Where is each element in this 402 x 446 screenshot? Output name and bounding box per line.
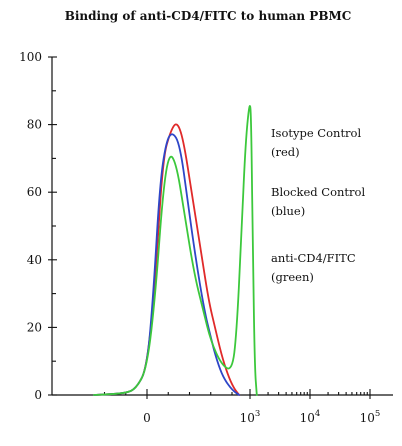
legend-item-blocked-line2: (blue): [271, 204, 305, 218]
chart-title: Binding of anti-CD4/FITC to human PBMC: [65, 9, 352, 23]
x-tick-label-exp-100000: 5: [375, 409, 380, 419]
legend-item-isotype-line1: Isotype Control: [271, 126, 361, 140]
legend-item-blocked-line1: Blocked Control: [271, 185, 365, 199]
x-tick-label-exp-10000: 4: [315, 409, 320, 419]
x-tick-label-10000: 104: [300, 409, 321, 425]
y-tick-label-0: 0: [34, 388, 42, 402]
series-line-2: [93, 105, 258, 396]
legend-item-cd4-line1: anti-CD4/FITC: [271, 251, 356, 265]
y-tick-label-40: 40: [27, 253, 42, 267]
y-tick-label-20: 20: [27, 320, 42, 334]
x-tick-label-base-0: 0: [143, 411, 151, 425]
y-tick-label-80: 80: [27, 118, 42, 132]
x-tick-label-base-1000: 10: [240, 411, 255, 425]
y-tick-label-100: 100: [19, 50, 42, 64]
x-tick-label-base-100000: 10: [360, 411, 375, 425]
x-tick-label-1000: 103: [240, 409, 261, 425]
legend-item-isotype-line2: (red): [271, 145, 300, 159]
x-tick-label-0: 0: [143, 411, 151, 425]
y-tick-label-60: 60: [27, 185, 42, 199]
x-tick-label-exp-1000: 3: [255, 409, 260, 419]
x-tick-label-base-10000: 10: [300, 411, 315, 425]
legend-item-cd4-line2: (green): [271, 270, 314, 284]
legend: Isotype Control (red) Blocked Control (b…: [271, 126, 365, 284]
x-tick-label-100000: 105: [360, 409, 381, 425]
